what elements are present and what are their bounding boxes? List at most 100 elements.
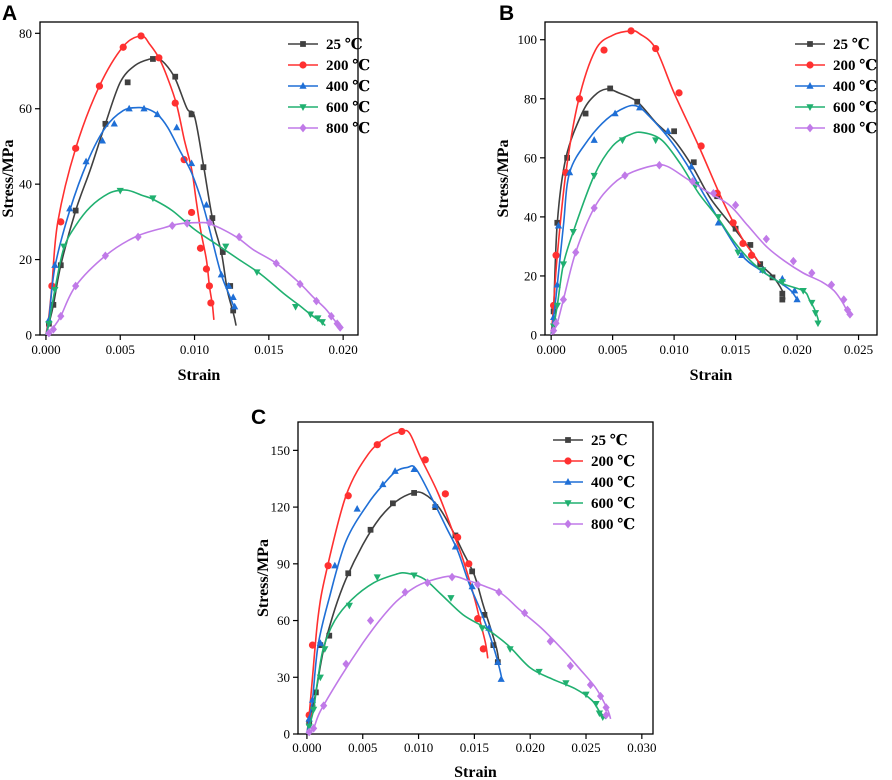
data-point	[559, 295, 568, 304]
data-point	[188, 111, 195, 118]
data-point	[51, 261, 59, 268]
data-point	[607, 85, 614, 92]
data-point	[57, 218, 65, 226]
legend: 25 ℃ 200 ℃ 400 ℃ 600 ℃ 800 ℃	[553, 433, 635, 533]
x-tick-label: 0.020	[329, 342, 358, 357]
data-point	[811, 310, 820, 317]
data-point	[546, 637, 554, 646]
data-point	[762, 234, 770, 244]
legend-marker	[564, 500, 572, 507]
legend-marker	[564, 478, 572, 485]
data-point	[57, 311, 65, 321]
data-point	[320, 701, 328, 710]
data-point	[410, 572, 418, 580]
data-point	[124, 79, 131, 86]
data-point	[566, 661, 574, 671]
y-tick-label: 40	[524, 209, 537, 224]
y-tick-label: 120	[271, 500, 291, 515]
series-line	[45, 189, 326, 335]
y-axis-title: Stress/MPa	[495, 140, 512, 218]
data-point	[134, 232, 142, 242]
data-point	[590, 203, 598, 213]
data-point	[155, 54, 163, 62]
y-tick-label: 60	[277, 613, 290, 628]
chart-panel-b: B 0.000 0.005 0.010 0.015 0.020 0.025 0 20 40 60 80…	[495, 2, 878, 384]
data-point	[231, 302, 239, 310]
panel-letter-c: C	[251, 406, 266, 429]
data-point	[333, 319, 341, 329]
data-point	[582, 691, 590, 699]
series-line	[306, 491, 500, 734]
x-tick-label: 0.010	[180, 342, 209, 357]
y-tick-label: 30	[277, 670, 290, 685]
data-point	[447, 595, 455, 602]
data-point	[110, 119, 118, 127]
data-point	[153, 110, 161, 118]
data-point	[575, 95, 584, 103]
data-point	[808, 299, 816, 307]
data-point	[595, 710, 604, 718]
data-point	[590, 172, 598, 180]
series-a-1	[45, 32, 215, 335]
data-point	[225, 282, 233, 289]
data-point	[398, 427, 406, 436]
series-b-4	[550, 160, 854, 335]
data-point	[465, 560, 473, 568]
data-point	[747, 251, 756, 259]
legend-marker	[806, 123, 814, 133]
data-point	[468, 582, 476, 590]
data-point	[305, 727, 313, 737]
data-point	[205, 218, 214, 227]
series-b-1	[550, 27, 761, 335]
data-point	[291, 304, 300, 311]
legend-marker	[807, 41, 813, 47]
data-point	[149, 195, 157, 203]
data-point	[49, 325, 57, 334]
data-point	[98, 136, 107, 144]
series-line	[306, 429, 489, 734]
data-point	[506, 646, 514, 653]
y-tick-label: 0	[284, 727, 291, 742]
data-point	[318, 319, 326, 326]
data-point	[324, 562, 332, 570]
data-point	[310, 724, 318, 733]
legend-marker	[806, 104, 814, 111]
data-point	[552, 318, 560, 328]
data-point	[373, 574, 381, 582]
y-tick-label: 90	[277, 556, 290, 571]
legend-label: 800 ℃	[833, 121, 877, 137]
x-tick-label: 0.025	[844, 342, 873, 357]
data-point	[814, 320, 822, 328]
data-point	[205, 282, 214, 290]
y-tick-label: 60	[524, 150, 537, 165]
data-point	[655, 160, 663, 170]
y-axis-title: Stress/MPa	[0, 140, 17, 218]
data-point	[535, 668, 543, 676]
y-tick-label: 20	[524, 268, 537, 283]
data-point	[95, 82, 104, 90]
data-point	[367, 526, 374, 533]
data-point	[209, 215, 216, 221]
legend-label: 800 ℃	[591, 517, 635, 533]
data-point	[481, 611, 488, 618]
data-point	[366, 616, 375, 625]
y-axis-title: Stress/MPa	[255, 539, 272, 617]
plot-frame-a	[39, 21, 359, 336]
data-point	[550, 326, 558, 335]
data-point	[411, 490, 417, 496]
x-tick-label: 0.005	[106, 342, 135, 357]
data-point	[119, 43, 127, 51]
data-point	[478, 625, 486, 633]
legend-marker	[565, 437, 571, 443]
data-point	[326, 632, 333, 639]
x-tick-label: 0.015	[254, 342, 283, 357]
data-point	[235, 232, 243, 242]
data-point	[553, 280, 561, 288]
legend-marker	[564, 457, 572, 465]
legend-marker	[299, 61, 307, 69]
data-point	[125, 104, 133, 112]
data-point	[423, 578, 432, 588]
data-point	[562, 680, 570, 687]
data-point	[50, 301, 57, 308]
data-point	[207, 299, 215, 307]
